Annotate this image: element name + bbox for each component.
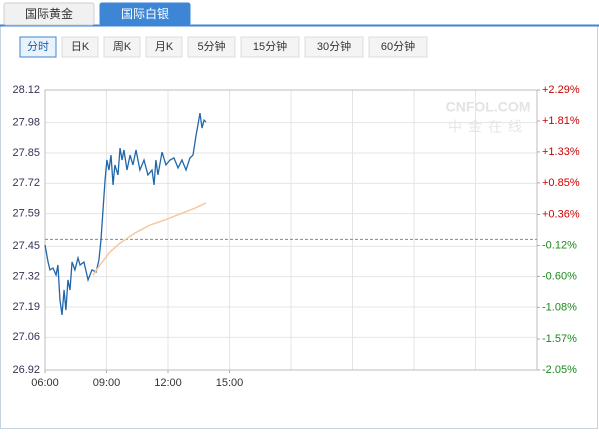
tab[interactable] <box>3 2 95 26</box>
y-tick-label: 27.59 <box>12 208 40 220</box>
tab[interactable] <box>99 2 191 26</box>
y-tick-label: 27.06 <box>12 331 40 343</box>
period-label[interactable]: 15分钟 <box>253 39 287 53</box>
tab-label[interactable]: 国际黄金 <box>25 6 73 21</box>
watermark: 中金在线 <box>448 119 528 135</box>
series-line <box>92 202 207 276</box>
x-tick-label: 15:00 <box>216 377 244 389</box>
plot-border <box>44 89 538 371</box>
period-label[interactable]: 60分钟 <box>381 39 415 53</box>
y-tick-label: 27.32 <box>12 271 40 283</box>
period-label[interactable]: 5分钟 <box>197 39 225 53</box>
period-button[interactable] <box>187 36 236 58</box>
period-label[interactable]: 30分钟 <box>317 39 351 53</box>
period-button[interactable] <box>240 36 300 58</box>
period-label[interactable]: 月K <box>155 41 174 53</box>
y2-tick-label: +0.85% <box>542 177 580 189</box>
watermark: CNFOL.COM <box>446 99 531 115</box>
y2-tick-label: -0.12% <box>542 239 577 251</box>
period-button[interactable] <box>103 36 141 58</box>
period-button[interactable] <box>368 36 428 58</box>
period-button[interactable] <box>304 36 364 58</box>
y2-tick-label: +1.81% <box>542 115 580 127</box>
y-tick-label: 26.92 <box>12 364 40 376</box>
y2-tick-label: -1.08% <box>542 301 577 313</box>
period-button[interactable] <box>61 36 99 58</box>
x-tick-label: 06:00 <box>31 377 59 389</box>
series-line <box>44 112 207 316</box>
period-label[interactable]: 周K <box>113 40 132 53</box>
period-button[interactable] <box>19 36 57 58</box>
y-tick-label: 28.12 <box>12 84 40 96</box>
y2-tick-label: -1.57% <box>542 333 577 345</box>
x-tick-label: 12:00 <box>154 377 182 389</box>
y-tick-label: 27.98 <box>12 117 40 129</box>
period-button[interactable] <box>145 36 183 58</box>
y2-tick-label: +2.29% <box>542 84 580 96</box>
y2-tick-label: -0.60% <box>542 270 577 282</box>
x-tick-label: 09:00 <box>93 377 121 389</box>
frame <box>0 25 598 429</box>
y2-tick-label: +1.33% <box>542 146 580 158</box>
y-tick-label: 27.45 <box>12 240 40 252</box>
period-label[interactable]: 分时 <box>27 40 49 53</box>
y-tick-label: 27.72 <box>12 177 40 189</box>
y2-tick-label: +0.36% <box>542 208 580 220</box>
tab-label[interactable]: 国际白银 <box>121 6 169 21</box>
y2-tick-label: -2.05% <box>542 364 577 376</box>
y-tick-label: 27.85 <box>12 147 40 159</box>
period-label[interactable]: 日K <box>71 41 90 53</box>
y-tick-label: 27.19 <box>12 301 40 313</box>
